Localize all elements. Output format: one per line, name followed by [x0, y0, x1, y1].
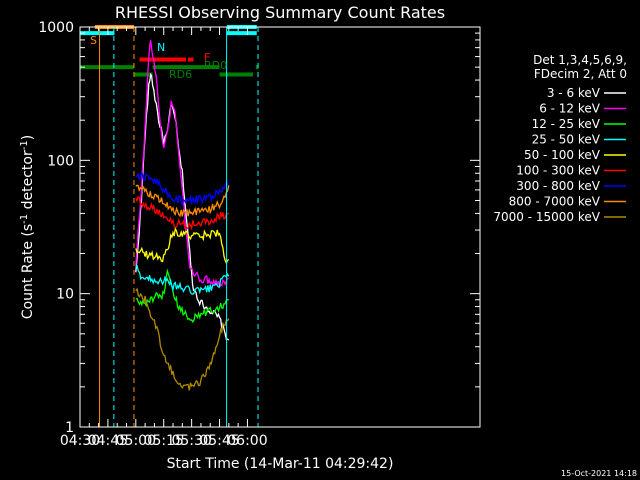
legend-label-7: 800 - 7000 keV: [509, 195, 601, 209]
series-line-2: [135, 268, 229, 324]
x-tick-label-5: 05:45: [199, 433, 239, 449]
legend-label-4: 50 - 100 keV: [524, 148, 601, 162]
series-line-7: [135, 184, 230, 218]
legend-header-line-1: Det 1,3,4,5,6,9,: [533, 53, 627, 67]
flag-label-s: S: [90, 34, 97, 47]
legend-label-8: 7000 - 15000 keV: [493, 210, 600, 224]
y-tick-label-1: 10: [56, 287, 74, 303]
series-line-5: [135, 195, 230, 231]
x-tick-label-6: 06:00: [227, 433, 267, 449]
flag-label-f: F: [204, 51, 210, 64]
x-tick-label-2: 05:00: [116, 433, 156, 449]
series-line-8: [135, 287, 230, 391]
x-tick-label-1: 04:45: [88, 433, 128, 449]
x-tick-label-0: 04:30: [60, 433, 100, 449]
chart-title: RHESSI Observing Summary Count Rates: [115, 3, 445, 22]
y-axis-label-end: ): [20, 135, 36, 140]
y-axis: 1 10 100 1000: [38, 20, 480, 436]
vertical-markers: [99, 27, 259, 427]
y-axis-label: Count Rate (s-1 detector-1): [19, 135, 36, 319]
flag-label-rd6: RD6: [169, 68, 192, 81]
y-tick-label-0: 1: [65, 420, 74, 436]
x-tick-label-4: 05:30: [171, 433, 211, 449]
series-line-1: [135, 40, 229, 289]
x-tick-label-3: 05:15: [144, 433, 184, 449]
flag-bars: [80, 25, 259, 77]
flag-label-rd0: RD0: [204, 59, 227, 72]
legend-label-6: 300 - 800 keV: [516, 179, 600, 193]
y-tick-label-2: 100: [47, 153, 74, 169]
series-line-6: [135, 170, 230, 207]
legend-label-1: 6 - 12 keV: [539, 102, 601, 116]
x-axis-label: Start Time (14-Mar-11 04:29:42): [167, 456, 394, 472]
y-axis-label-main: Count Rate (s: [20, 224, 36, 319]
series-line-3: [135, 264, 230, 295]
series-line-4: [135, 226, 230, 265]
legend-label-5: 100 - 300 keV: [516, 164, 600, 178]
y-axis-label-sup1: -1: [19, 214, 30, 224]
y-axis-label-sup2: -1: [19, 140, 30, 150]
legend-label-2: 12 - 25 keV: [532, 117, 601, 131]
footer-date: 15-Oct-2021 14:18: [561, 469, 637, 478]
legend-label-0: 3 - 6 keV: [547, 86, 601, 100]
plot-frame: [79, 26, 481, 428]
y-tick-label-3: 1000: [38, 20, 74, 36]
y-axis-label-mid: detector: [20, 150, 36, 214]
legend-header-line-2: FDecim 2, Att 0: [534, 67, 627, 81]
legend-label-3: 25 - 50 keV: [532, 133, 601, 147]
series-layer: [135, 40, 230, 391]
flag-label-n: N: [157, 41, 165, 54]
